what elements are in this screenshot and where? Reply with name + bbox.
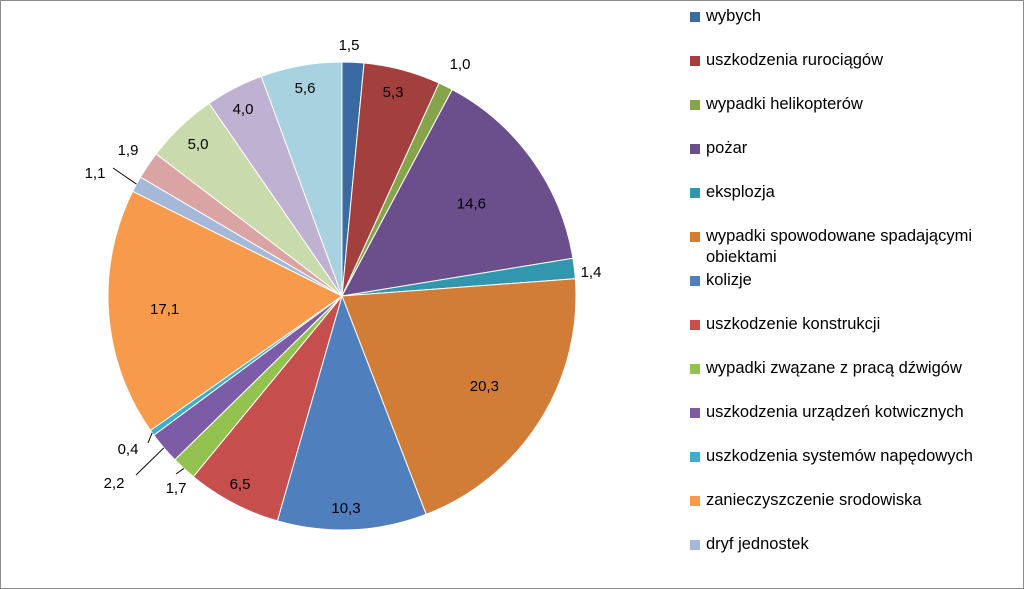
data-label: 20,3 [470, 378, 499, 395]
data-label: 1,0 [450, 56, 471, 73]
data-label: 14,6 [457, 195, 486, 212]
legend-swatch [690, 188, 700, 198]
leader-lines [112, 167, 185, 476]
data-label: 5,3 [383, 84, 404, 101]
legend-label: uszkodzenia rurociągów [706, 51, 884, 69]
legend-item: eksplozja [690, 182, 1020, 203]
legend-label: dryf jednostek [706, 535, 809, 553]
data-label: 4,0 [233, 101, 254, 118]
legend-item: wypadki helikopterów [690, 94, 1020, 115]
legend-swatch [690, 56, 700, 66]
legend-label: wypadki zwązane z pracą dźwigów [706, 359, 962, 377]
legend-item: dryf jednostek [690, 534, 1020, 555]
data-label: 0,4 [118, 441, 139, 458]
legend-item: kolizje [690, 270, 1020, 291]
legend-swatch [690, 12, 700, 22]
pie-slice [341, 88, 574, 297]
legend-item: uszkodzenia urządzeń kotwicznych [690, 402, 1020, 423]
leader-line [112, 167, 137, 185]
leader-line [147, 432, 153, 444]
data-labels: 1,5 5,3 1,0 14,6 1,4 20,3 10,3 6,5 1,7 2,2 0,4 17,1… [85, 37, 602, 517]
legend-item: pożar [690, 138, 1020, 159]
leader-line [175, 468, 185, 475]
legend-label: uszkodzenia systemów napędowych [706, 447, 973, 465]
data-label: 1,7 [166, 480, 187, 497]
pie-slice [260, 61, 343, 297]
legend-item: zanieczyszczenie srodowiska [690, 490, 1020, 511]
data-label: 10,3 [331, 500, 360, 517]
legend-swatch [690, 408, 700, 418]
legend-label: pożar [706, 139, 748, 157]
legend-swatch [690, 452, 700, 462]
legend-label: wypadki helikopterów [706, 95, 863, 113]
legend-swatch [690, 496, 700, 506]
legend-item: uszkodzenie konstrukcji [690, 314, 1020, 335]
legend-swatch [690, 320, 700, 330]
legend-item: uszkodzenia systemów napędowych [690, 446, 1020, 467]
legend-label: zanieczyszczenie srodowiska [706, 491, 922, 509]
pie-slices [107, 61, 577, 531]
leader-line [135, 447, 165, 476]
data-label: 6,5 [230, 476, 251, 493]
legend-item: wypadki zwązane z pracą dźwigów [690, 358, 1020, 379]
data-label: 5,0 [188, 136, 209, 153]
pie-slice [341, 278, 577, 515]
legend-label: wypadki spowodowane spadającymi obiektam… [706, 227, 972, 266]
data-label: 2,2 [104, 475, 125, 492]
pie-slice [107, 190, 343, 432]
legend-swatch [690, 364, 700, 374]
legend-swatch [690, 100, 700, 110]
legend-label: wybych [706, 7, 762, 25]
legend-swatch [690, 276, 700, 286]
legend-swatch [690, 144, 700, 154]
data-label: 17,1 [150, 301, 179, 318]
data-label: 1,4 [581, 264, 602, 281]
legend-label: eksplozja [706, 183, 775, 201]
data-label: 5,6 [295, 80, 316, 97]
data-label: 1,9 [118, 142, 139, 159]
legend-item: uszkodzenia rurociągów [690, 50, 1020, 71]
legend-label: uszkodzenie konstrukcji [706, 315, 881, 333]
legend-item: wypadki spowodowane spadającymi obiektam… [690, 226, 1020, 268]
data-label: 1,5 [339, 37, 360, 54]
data-label: 1,1 [85, 165, 106, 182]
legend-item: wybych [690, 6, 1020, 27]
legend-label: kolizje [706, 271, 752, 289]
legend-swatch [690, 540, 700, 550]
pie-slice [276, 294, 427, 531]
legend-label: uszkodzenia urządzeń kotwicznych [706, 403, 964, 421]
legend-swatch [690, 232, 700, 242]
